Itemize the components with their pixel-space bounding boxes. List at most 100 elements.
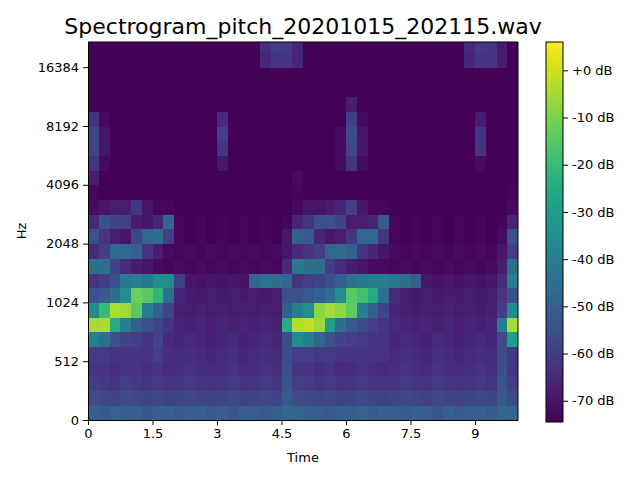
cell <box>217 302 228 317</box>
cell <box>217 155 228 170</box>
cell <box>432 244 443 259</box>
cell <box>507 185 518 200</box>
cell <box>368 185 379 200</box>
cell <box>217 317 228 332</box>
cell <box>497 288 508 303</box>
cell <box>497 67 508 82</box>
colorbar-axis-tick-label: -60 dB <box>572 346 615 361</box>
cell <box>217 141 228 156</box>
cell <box>271 302 282 317</box>
cell <box>486 376 497 391</box>
cell <box>400 111 411 126</box>
cell <box>507 141 518 156</box>
cell <box>389 244 400 259</box>
cell <box>475 111 486 126</box>
cell <box>421 229 432 244</box>
cell <box>421 273 432 288</box>
cell <box>346 376 357 391</box>
cell <box>335 229 346 244</box>
cell <box>163 346 174 361</box>
cell <box>249 273 260 288</box>
cell <box>454 170 465 185</box>
cell <box>421 244 432 259</box>
cell <box>346 126 357 141</box>
cell <box>174 273 185 288</box>
cell <box>507 361 518 376</box>
y-axis: 0512102420484096819216384 <box>38 43 89 428</box>
cell <box>185 170 196 185</box>
cell <box>217 52 228 67</box>
cell <box>303 361 314 376</box>
cell <box>196 82 207 97</box>
cell <box>88 185 99 200</box>
cell <box>163 126 174 141</box>
cell <box>110 42 121 53</box>
cell <box>325 200 336 215</box>
y-axis-tick: 512 <box>54 354 88 369</box>
cell <box>260 200 271 215</box>
cell <box>282 317 293 332</box>
cell <box>325 111 336 126</box>
cell <box>507 229 518 244</box>
cell <box>249 185 260 200</box>
cell <box>335 346 346 361</box>
cell <box>454 317 465 332</box>
cell <box>411 405 422 420</box>
cell <box>357 111 368 126</box>
cell <box>163 185 174 200</box>
cell <box>174 126 185 141</box>
cell <box>292 346 303 361</box>
cell <box>507 214 518 229</box>
cell <box>185 141 196 156</box>
cell <box>239 111 250 126</box>
colorbar-axis-tick-mark <box>563 70 568 71</box>
cell <box>314 288 325 303</box>
cell <box>260 332 271 347</box>
cell <box>249 126 260 141</box>
cell <box>432 185 443 200</box>
cell <box>217 111 228 126</box>
cell <box>443 244 454 259</box>
cell <box>131 97 142 112</box>
cell <box>368 346 379 361</box>
cell <box>507 82 518 97</box>
cell <box>486 302 497 317</box>
cell <box>249 302 260 317</box>
cell <box>400 332 411 347</box>
cell <box>249 405 260 420</box>
cell <box>99 376 110 391</box>
cell <box>346 288 357 303</box>
cell <box>400 42 411 53</box>
cell <box>153 229 164 244</box>
cell <box>325 273 336 288</box>
x-axis-tick: 6 <box>342 420 350 441</box>
cell <box>454 126 465 141</box>
cell <box>239 67 250 82</box>
cell <box>303 391 314 406</box>
cell <box>131 111 142 126</box>
cell <box>432 52 443 67</box>
cell <box>325 141 336 156</box>
x-axis-tick: 3 <box>213 420 221 441</box>
cell <box>228 126 239 141</box>
cell <box>206 317 217 332</box>
cell <box>346 42 357 53</box>
cell <box>142 288 153 303</box>
cell <box>464 244 475 259</box>
cell <box>271 376 282 391</box>
cell <box>110 376 121 391</box>
cell <box>464 42 475 53</box>
cell <box>142 332 153 347</box>
cell <box>153 317 164 332</box>
cell <box>421 200 432 215</box>
cell <box>314 126 325 141</box>
cell <box>271 185 282 200</box>
cell <box>346 361 357 376</box>
y-axis-tick-mark <box>83 361 88 362</box>
cell <box>335 82 346 97</box>
y-axis-line <box>88 43 89 421</box>
cell <box>206 376 217 391</box>
cell <box>368 317 379 332</box>
cell <box>88 82 99 97</box>
cell <box>196 200 207 215</box>
